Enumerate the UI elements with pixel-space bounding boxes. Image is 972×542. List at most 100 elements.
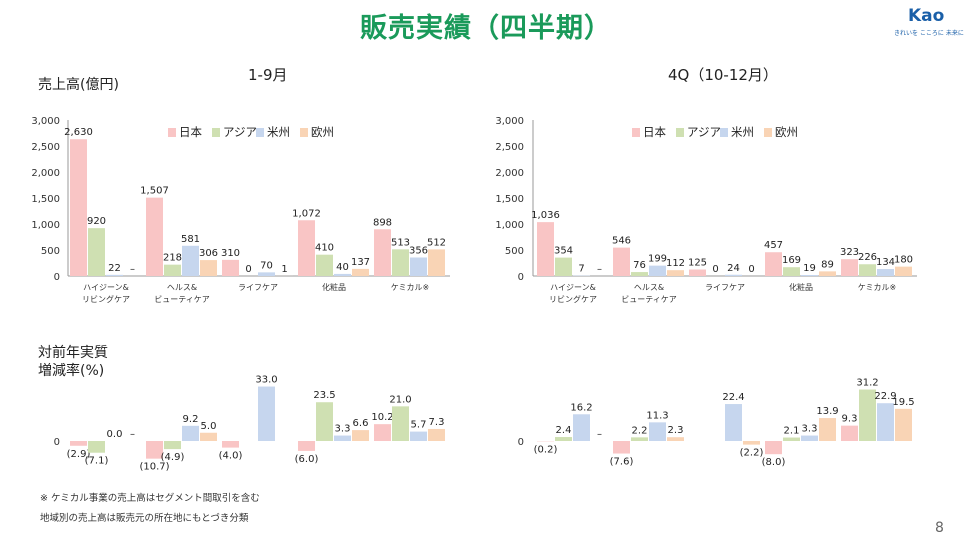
sales-4q-category-label: 化粧品 — [789, 282, 813, 292]
growth-4q-bar-3 — [667, 437, 684, 441]
sales-4q-legend-label: アジア — [687, 125, 721, 139]
growth-4q-data-label: (0.2) — [534, 444, 558, 455]
sales-1-9-data-label: – — [130, 264, 135, 275]
growth-4q-data-label: 2.4 — [556, 425, 572, 436]
sales-1-9-category-label: リビングケア — [82, 294, 130, 304]
sales-4q-category-label: ケミカル※ — [858, 283, 896, 292]
growth-1-9-data-label: (10.7) — [139, 462, 169, 473]
left-panel-title: 1-9月 — [248, 66, 288, 84]
growth-4q-bar-3 — [895, 408, 912, 441]
growth-1-9-data-label: 6.6 — [353, 418, 369, 429]
growth-4q-data-label: (2.2) — [740, 448, 764, 459]
sales-4q-legend-swatch — [764, 128, 772, 137]
sales-4q-bar-3 — [819, 271, 836, 276]
sales-4q-data-label: 226 — [858, 252, 877, 263]
growth-label-line1: 対前年実質 — [38, 345, 108, 361]
sales-4q-data-label: 112 — [666, 258, 685, 269]
footnote-region: 地域別の売上高は販売元の所在地にもとづき分類 — [40, 513, 249, 524]
growth-1-9-bar-2 — [182, 425, 199, 441]
growth-1-9-data-label: 10.2 — [371, 412, 393, 423]
sales-1-9-bar-0 — [374, 229, 391, 276]
sales-4q-bar-0 — [765, 252, 782, 276]
growth-4q-data-label: 22.9 — [874, 391, 896, 402]
sales-4q-legend-swatch — [632, 128, 640, 137]
growth-4q-bar-1 — [783, 437, 800, 441]
growth-4q-bar-0 — [765, 441, 782, 455]
growth-4q-data-label: 11.3 — [646, 410, 668, 421]
sales-1-9-bar-1 — [164, 264, 181, 276]
growth-4q-data-label: 16.2 — [570, 402, 592, 413]
sales-1-9-data-label: 581 — [181, 234, 200, 245]
sales-1-9-data-label: 410 — [315, 243, 334, 254]
sales-4q-category-label: ビューティケア — [621, 295, 677, 304]
sales-1-9-data-label: 2,630 — [64, 127, 93, 138]
growth-1-9-bar-3 — [352, 430, 369, 441]
growth-1-9-bar-1 — [392, 406, 409, 441]
growth-1-9-data-label: 7.3 — [429, 417, 445, 428]
growth-1-9-bar-2 — [258, 386, 275, 441]
growth-1-9-data-label: 3.3 — [335, 424, 351, 435]
growth-1-9-data-label: – — [130, 429, 135, 440]
growth-4q-bar-2 — [877, 403, 894, 441]
sales-1-9-legend-swatch — [300, 128, 308, 137]
sales-1-9-data-label: 512 — [427, 237, 446, 248]
sales-4q-data-label: 1,036 — [531, 210, 560, 221]
growth-4q-bar-2 — [573, 414, 590, 441]
sales-unit-label: 売上高(億円) — [38, 77, 119, 93]
sales-4q-legend-swatch — [720, 128, 728, 137]
sales-1-9-data-label: 356 — [409, 245, 428, 256]
growth-1-9-data-label: (2.9) — [67, 449, 91, 460]
sales-4q-bar-2 — [877, 269, 894, 276]
growth-1-9-data-label: (4.0) — [219, 451, 243, 462]
sales-1-9-legend-label: アジア — [223, 125, 257, 139]
sales-4q-y-tick: 0 — [518, 272, 524, 283]
sales-4q-legend-label: 日本 — [643, 125, 666, 139]
sales-4q-data-label: 125 — [688, 258, 707, 269]
growth-4q-bar-0 — [613, 441, 630, 454]
growth-4q-data-label: 13.9 — [816, 406, 838, 417]
growth-4q-bar-3 — [743, 441, 760, 445]
growth-1-9-data-label: 0.0 — [107, 429, 123, 440]
sales-4q-data-label: 546 — [612, 236, 631, 247]
growth-1-9-bar-1 — [88, 441, 105, 453]
growth-4q-bar-1 — [859, 389, 876, 441]
growth-1-9-bar-1 — [316, 402, 333, 441]
growth-4q-data-label: 2.1 — [784, 426, 800, 437]
sales-4q-bar-1 — [555, 257, 572, 276]
sales-4q-category-label: ライフケア — [705, 283, 745, 292]
growth-1-9-data-label: 21.0 — [389, 394, 411, 405]
sales-1-9-legend-swatch — [212, 128, 220, 137]
sales-4q-data-label: 457 — [764, 240, 783, 251]
sales-4q-bar-0 — [613, 247, 630, 276]
sales-1-9-bar-0 — [298, 220, 315, 276]
sales-4q-data-label: 354 — [554, 246, 573, 257]
sales-4q-data-label: 180 — [894, 255, 913, 266]
sales-4q-bar-0 — [537, 222, 554, 276]
sales-4q-legend-swatch — [676, 128, 684, 137]
sales-1-9-data-label: 920 — [87, 216, 106, 227]
sales-4q-bar-3 — [895, 266, 912, 276]
sales-1-9-data-label: 218 — [163, 253, 182, 264]
growth-1-9-y-tick: 0 — [54, 437, 60, 448]
sales-1-9-bar-3 — [352, 268, 369, 276]
sales-4q-data-label: 0 — [748, 264, 754, 275]
sales-1-9-bar-2 — [182, 245, 199, 276]
sales-4q-bar-2 — [725, 274, 742, 276]
sales-1-9-bar-1 — [88, 228, 105, 276]
sales-4q-y-tick: 3,000 — [495, 116, 524, 127]
sales-4q-data-label: 89 — [821, 259, 834, 270]
sales-1-9-category-label: ビューティケア — [154, 295, 210, 304]
growth-1-9-bar-0 — [146, 441, 163, 459]
growth-4q-data-label: 2.2 — [632, 425, 648, 436]
growth-4q-bar-3 — [819, 418, 836, 441]
growth-4q-data-label: 9.3 — [842, 414, 858, 425]
growth-1-9-bar-0 — [222, 441, 239, 448]
sales-1-9-data-label: 898 — [373, 217, 392, 228]
sales-4q-bar-2 — [649, 265, 666, 276]
sales-4q-bar-1 — [631, 272, 648, 276]
sales-4q-data-label: 76 — [633, 260, 646, 271]
sales-1-9-legend-swatch — [256, 128, 264, 137]
sales-4q-y-tick: 1,000 — [495, 220, 524, 231]
sales-4q-bar-0 — [841, 259, 858, 276]
